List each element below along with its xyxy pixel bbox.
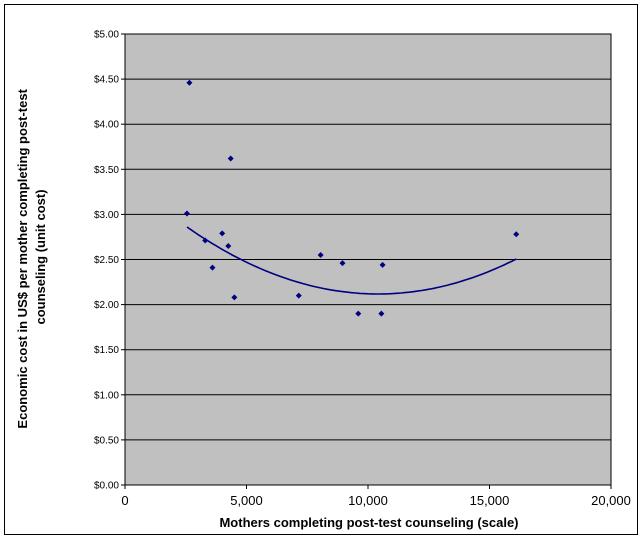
data-point bbox=[339, 260, 346, 267]
y-tick-label: $0.50 bbox=[94, 435, 119, 446]
chart-svg: $0.00 $0.50 $1.00 $1.50 $2.00 $2.50 $3.00 $3.50… bbox=[15, 30, 631, 531]
y-tick-label: $4.00 bbox=[94, 120, 119, 131]
y-tick-label: $5.00 bbox=[94, 30, 119, 41]
data-point bbox=[183, 210, 190, 217]
x-tick-label: 5,000 bbox=[230, 493, 263, 508]
y-tick-label: $3.00 bbox=[94, 210, 119, 221]
y-tick-labels: $0.00 $0.50 $1.00 $1.50 $2.00 $2.50 $3.00 $3.50… bbox=[94, 30, 119, 492]
data-points bbox=[183, 79, 520, 317]
y-axis-title-line-1: Economic cost in US$ per mother completi… bbox=[15, 88, 30, 428]
data-point bbox=[209, 264, 216, 271]
data-point bbox=[379, 261, 386, 268]
y-tick-label: $2.50 bbox=[94, 255, 119, 266]
x-tick-label: 0 bbox=[121, 493, 128, 508]
data-point bbox=[227, 155, 234, 162]
gridlines bbox=[121, 33, 611, 486]
data-point bbox=[225, 242, 232, 249]
trendline-layer bbox=[186, 226, 517, 295]
y-tick-label: $1.50 bbox=[94, 345, 119, 356]
chart-frame: $0.00 $0.50 $1.00 $1.50 $2.00 $2.50 $3.00 $3.50… bbox=[4, 4, 638, 535]
data-point bbox=[202, 237, 209, 244]
data-point bbox=[186, 79, 193, 86]
y-axis-title-line-2: counseling (unit cost) bbox=[33, 189, 48, 324]
y-tick-label: $3.50 bbox=[94, 165, 119, 176]
y-axis-title: Economic cost in US$ per mother completi… bbox=[15, 85, 48, 428]
data-point bbox=[219, 230, 226, 237]
x-tick-label: 20,000 bbox=[591, 493, 631, 508]
trendline bbox=[186, 226, 517, 295]
x-tick-labels: 0 5,000 10,000 15,000 20,000 bbox=[121, 485, 631, 508]
data-point bbox=[231, 294, 238, 301]
x-tick-label: 10,000 bbox=[348, 493, 388, 508]
y-tick-label: $4.50 bbox=[94, 75, 119, 86]
data-point bbox=[355, 310, 362, 317]
data-point bbox=[317, 251, 324, 258]
data-point bbox=[378, 310, 385, 317]
data-point bbox=[295, 292, 302, 299]
x-tick-label: 15,000 bbox=[470, 493, 510, 508]
y-tick-label: $2.00 bbox=[94, 300, 119, 311]
data-point bbox=[513, 231, 520, 238]
y-tick-label: $0.00 bbox=[94, 481, 119, 492]
y-tick-label: $1.00 bbox=[94, 390, 119, 401]
x-axis-title: Mothers completing post-test counseling … bbox=[219, 515, 518, 530]
